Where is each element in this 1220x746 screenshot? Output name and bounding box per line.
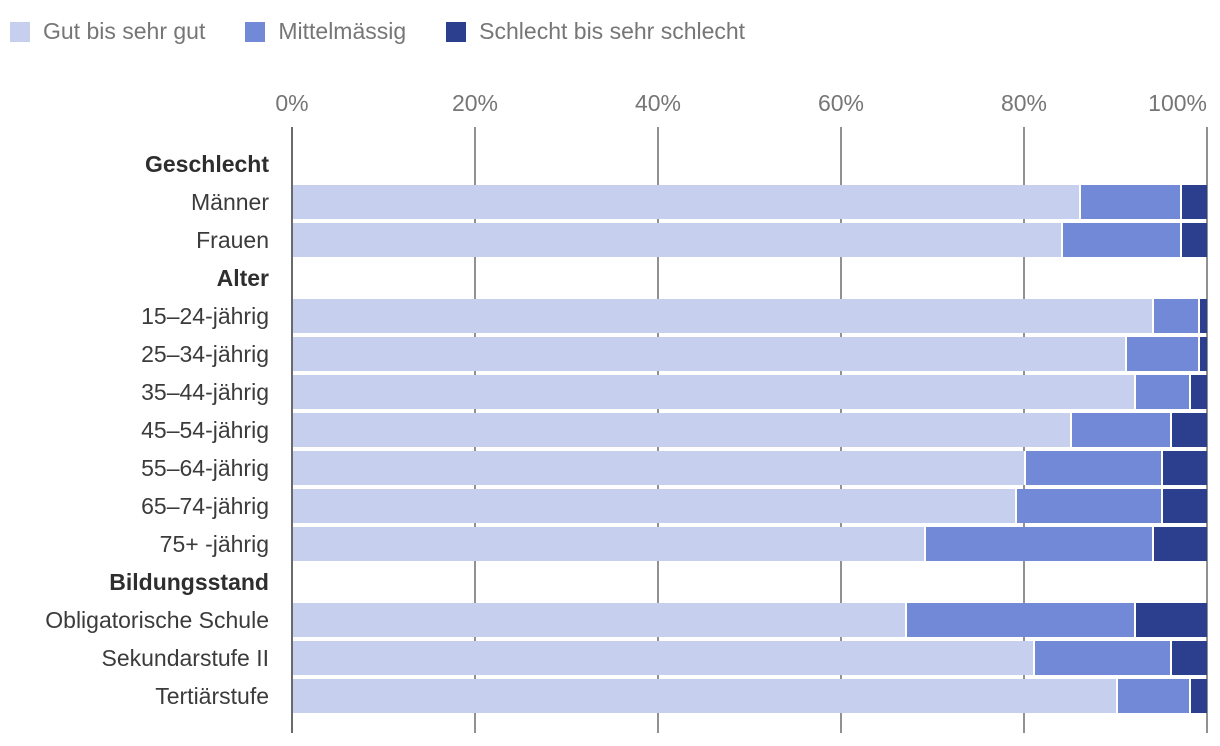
bar-rows: Geschlecht Männer Frauen Alter 15–24-jährig 2…	[0, 145, 1220, 715]
legend-item: Schlecht bis sehr schlecht	[446, 18, 745, 45]
stacked-bar	[293, 223, 1207, 257]
bar-segment-mittelmaessig	[923, 527, 1153, 561]
bar-segment-gut-bis-sehr-gut	[293, 527, 924, 561]
bar-segment-mittelmaessig	[1060, 223, 1180, 257]
y-axis-line	[291, 127, 293, 733]
bar-segment-gut-bis-sehr-gut	[293, 413, 1070, 447]
bar-segment-schlecht-bis-sehr-schlecht	[1170, 413, 1207, 447]
stacked-bar	[293, 413, 1207, 447]
bar-segment-gut-bis-sehr-gut	[293, 603, 906, 637]
bar-row: Sekundarstufe II	[0, 639, 1220, 677]
stacked-bar	[293, 679, 1207, 713]
bar-row: 45–54-jährig	[0, 411, 1220, 449]
legend-item: Gut bis sehr gut	[10, 18, 205, 45]
x-axis-tick-label: 0%	[275, 90, 309, 116]
legend-swatch-icon	[10, 21, 30, 42]
stacked-bar	[293, 641, 1207, 675]
x-axis-tick-label: 40%	[634, 90, 682, 116]
bar-segment-schlecht-bis-sehr-schlecht	[1133, 603, 1207, 637]
bar-segment-mittelmaessig	[1015, 489, 1162, 523]
x-axis-tick-label: 20%	[451, 90, 499, 116]
row-label: 55–64-jährig	[141, 455, 269, 481]
group-header-label: Geschlecht	[145, 151, 269, 177]
row-label: 15–24-jährig	[141, 303, 269, 329]
row-label: 75+ -jährig	[159, 531, 269, 557]
row-label: 25–34-jährig	[141, 341, 269, 367]
bar-segment-schlecht-bis-sehr-schlecht	[1188, 375, 1207, 409]
bar-segment-gut-bis-sehr-gut	[293, 375, 1134, 409]
bar-row: 35–44-jährig	[0, 373, 1220, 411]
bar-segment-mittelmaessig	[1079, 185, 1180, 219]
bar-row: Obligatorische Schule	[0, 601, 1220, 639]
row-label: 35–44-jährig	[141, 379, 269, 405]
bar-segment-gut-bis-sehr-gut	[293, 223, 1061, 257]
bar-segment-mittelmaessig	[1124, 337, 1198, 371]
group-row: Alter	[0, 259, 1220, 297]
bar-segment-mittelmaessig	[1024, 451, 1162, 485]
stacked-bar	[293, 185, 1207, 219]
gridline	[1206, 127, 1208, 733]
row-label: Tertiärstufe	[155, 683, 269, 709]
bar-segment-schlecht-bis-sehr-schlecht	[1161, 451, 1207, 485]
bar-segment-gut-bis-sehr-gut	[293, 679, 1116, 713]
row-label: 45–54-jährig	[141, 417, 269, 443]
bar-row: 25–34-jährig	[0, 335, 1220, 373]
stacked-bar	[293, 489, 1207, 523]
row-label: Obligatorische Schule	[45, 607, 269, 633]
row-label: Männer	[191, 189, 269, 215]
x-axis-tick-label: 80%	[1000, 90, 1048, 116]
bar-row: 15–24-jährig	[0, 297, 1220, 335]
legend-label: Gut bis sehr gut	[43, 18, 206, 44]
bar-segment-schlecht-bis-sehr-schlecht	[1179, 185, 1207, 219]
bar-segment-gut-bis-sehr-gut	[293, 337, 1125, 371]
bar-segment-gut-bis-sehr-gut	[293, 489, 1016, 523]
bar-segment-gut-bis-sehr-gut	[293, 641, 1034, 675]
row-label: 65–74-jährig	[141, 493, 269, 519]
bar-row: 55–64-jährig	[0, 449, 1220, 487]
bar-row: 65–74-jährig	[0, 487, 1220, 525]
row-label: Sekundarstufe II	[101, 645, 270, 671]
legend-item: Mittelmässig	[245, 18, 406, 45]
bar-segment-mittelmaessig	[1115, 679, 1189, 713]
legend-swatch-icon	[245, 21, 266, 42]
bar-row: Frauen	[0, 221, 1220, 259]
bar-segment-gut-bis-sehr-gut	[293, 451, 1025, 485]
stacked-bar	[293, 375, 1207, 409]
bar-segment-schlecht-bis-sehr-schlecht	[1179, 223, 1207, 257]
row-label: Frauen	[196, 227, 269, 253]
x-axis: 0% 20% 40% 60% 80% 100%	[0, 90, 1220, 118]
bar-segment-schlecht-bis-sehr-schlecht	[1161, 489, 1207, 523]
bar-segment-schlecht-bis-sehr-schlecht	[1170, 641, 1207, 675]
bar-segment-schlecht-bis-sehr-schlecht	[1152, 527, 1207, 561]
bar-segment-mittelmaessig	[1033, 641, 1171, 675]
group-header-label: Bildungsstand	[109, 569, 269, 595]
bar-segment-gut-bis-sehr-gut	[293, 185, 1080, 219]
stacked-bar	[293, 337, 1207, 371]
bar-segment-mittelmaessig	[1152, 299, 1198, 333]
group-row: Geschlecht	[0, 145, 1220, 183]
bar-segment-schlecht-bis-sehr-schlecht	[1197, 337, 1207, 371]
bar-row: 75+ -jährig	[0, 525, 1220, 563]
stacked-bar	[293, 451, 1207, 485]
bar-row: Männer	[0, 183, 1220, 221]
group-header-label: Alter	[216, 265, 269, 291]
stacked-bar	[293, 603, 1207, 637]
legend-swatch-icon	[446, 21, 467, 42]
bar-segment-schlecht-bis-sehr-schlecht	[1188, 679, 1207, 713]
legend-label: Schlecht bis sehr schlecht	[479, 18, 746, 44]
x-axis-tick-label: 60%	[817, 90, 865, 116]
legend-label: Mittelmässig	[278, 18, 407, 44]
group-row: Bildungsstand	[0, 563, 1220, 601]
bar-segment-mittelmaessig	[905, 603, 1134, 637]
bar-segment-mittelmaessig	[1069, 413, 1171, 447]
stacked-bar	[293, 299, 1207, 333]
bar-segment-gut-bis-sehr-gut	[293, 299, 1153, 333]
stacked-bar	[293, 527, 1207, 561]
bar-segment-schlecht-bis-sehr-schlecht	[1197, 299, 1207, 333]
x-axis-tick-label: 100%	[1148, 90, 1207, 116]
bar-row: Tertiärstufe	[0, 677, 1220, 715]
bar-segment-mittelmaessig	[1133, 375, 1189, 409]
legend: Gut bis sehr gut Mittelmässig Schlecht bis…	[10, 18, 745, 45]
